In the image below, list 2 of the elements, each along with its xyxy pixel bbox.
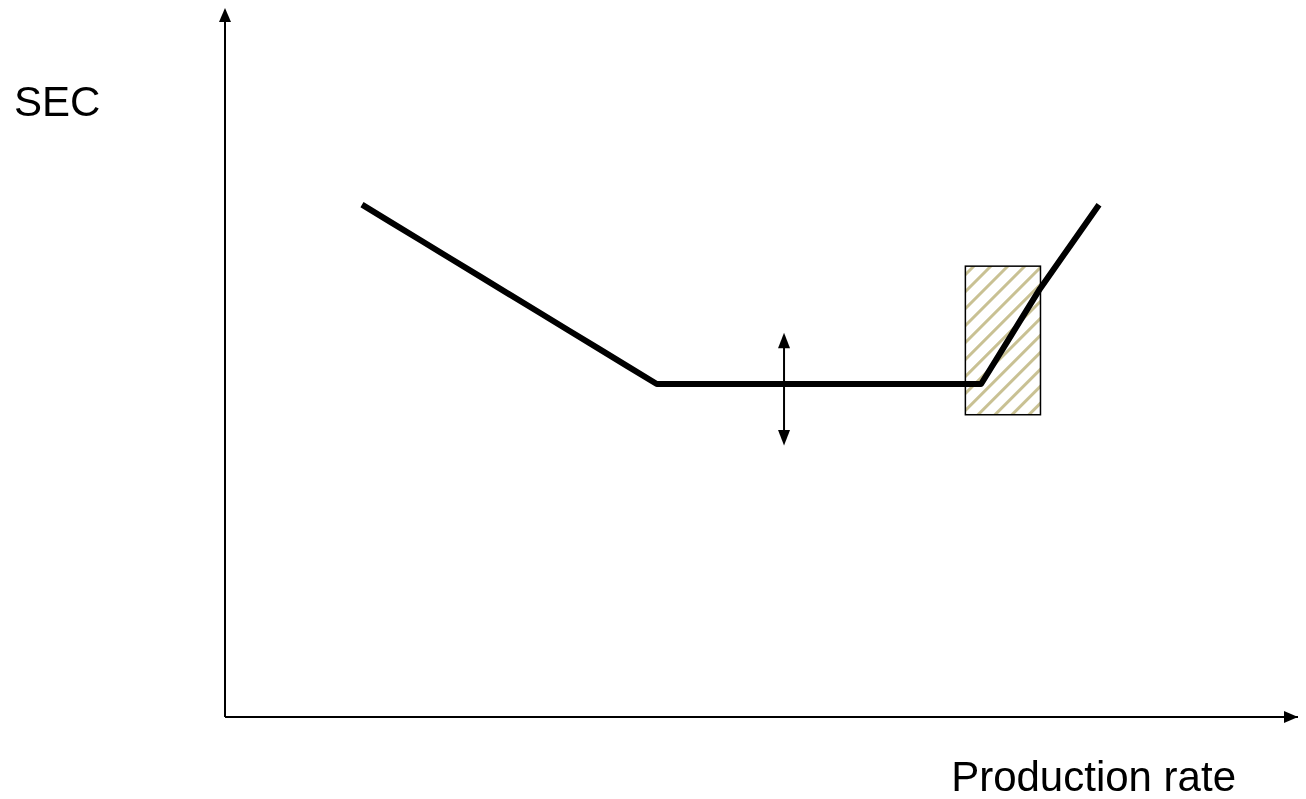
- x-axis-title: Production rate: [951, 753, 1236, 799]
- text: SEC: [14, 78, 101, 126]
